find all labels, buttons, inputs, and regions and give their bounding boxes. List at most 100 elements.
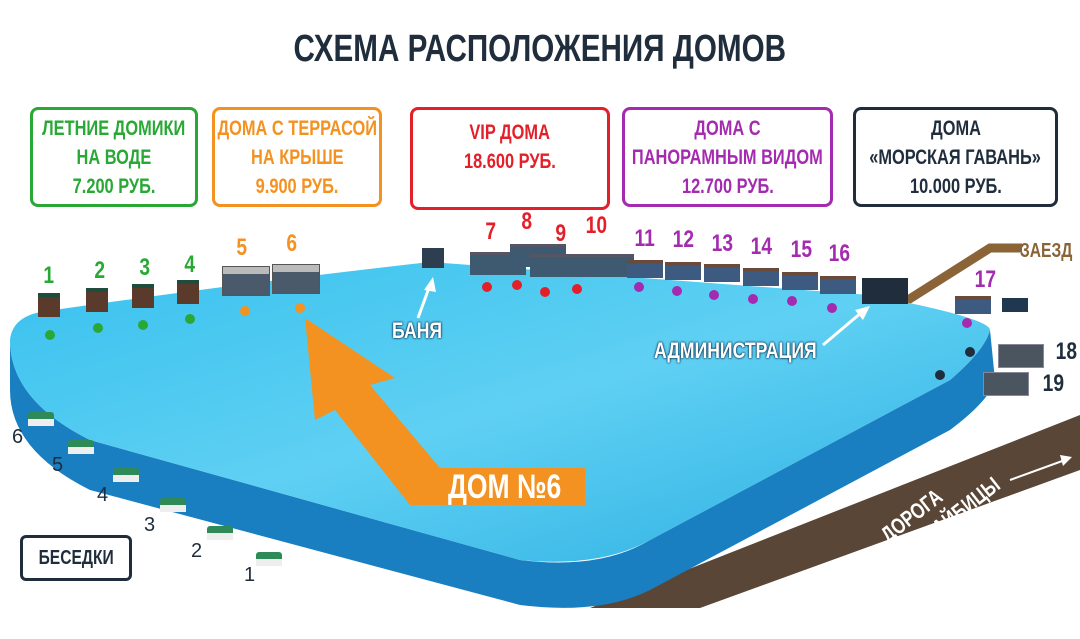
- gazebos-legend: БЕСЕДКИ: [20, 535, 132, 581]
- house-number: 19: [1042, 370, 1065, 397]
- gazebo-number: 4: [97, 484, 109, 506]
- admin-label: АДМИНИСТРАЦИЯ: [654, 338, 817, 363]
- category-line: НА КРЫШЕ: [250, 145, 344, 169]
- category-line: «МОРСКАЯ ГАВАНЬ»: [869, 145, 1042, 169]
- lake-map: [10, 243, 1080, 608]
- house-marker[interactable]: [540, 287, 550, 297]
- house-building[interactable]: [272, 264, 320, 294]
- house-building[interactable]: [998, 344, 1044, 368]
- house-marker[interactable]: [482, 282, 492, 292]
- category-line: 7.200 РУБ.: [72, 174, 156, 198]
- house-number: 2: [94, 257, 106, 284]
- house-number: 12: [672, 226, 695, 253]
- house-number: 15: [790, 236, 813, 263]
- service-building[interactable]: [1002, 298, 1028, 312]
- banya-building[interactable]: [422, 248, 444, 268]
- house-building[interactable]: [222, 266, 270, 296]
- house6-label: ДОМ №6: [448, 468, 562, 506]
- category-line: НА ВОДЕ: [76, 145, 152, 169]
- house-number: 4: [184, 251, 196, 278]
- house-number: 11: [634, 225, 655, 252]
- road-arrow-right: [1009, 459, 1066, 481]
- house-number: 6: [286, 230, 298, 257]
- house-number: 16: [828, 240, 851, 267]
- house-marker[interactable]: [634, 282, 644, 292]
- house-number: 14: [750, 233, 773, 260]
- house-marker[interactable]: [512, 280, 522, 290]
- category-line: 18.600 РУБ.: [464, 150, 556, 173]
- house-marker[interactable]: [709, 290, 719, 300]
- house-number: 1: [43, 262, 55, 289]
- category-line: 9.900 РУБ.: [255, 174, 339, 198]
- admin-building[interactable]: [862, 278, 908, 304]
- house-number: 3: [139, 254, 151, 281]
- house-marker[interactable]: [672, 286, 682, 296]
- house-marker[interactable]: [962, 318, 972, 328]
- house-building[interactable]: [955, 296, 991, 314]
- admin-arrow: [822, 310, 863, 347]
- house-building[interactable]: [983, 372, 1029, 396]
- gazebo-number: 5: [52, 454, 64, 476]
- road-arrow-left-head: [815, 586, 829, 597]
- house-marker[interactable]: [748, 294, 758, 304]
- house-number: 7: [485, 218, 497, 245]
- lake-side: [10, 330, 995, 608]
- gazebo-number: 6: [12, 426, 24, 448]
- house-building[interactable]: [132, 284, 154, 308]
- gazebo-number: 3: [144, 514, 156, 536]
- banya-label: БАНЯ: [392, 318, 443, 343]
- house-marker[interactable]: [295, 303, 305, 313]
- house-number: 17: [974, 266, 997, 293]
- house-building[interactable]: [704, 264, 740, 282]
- lake-surface: [10, 262, 990, 562]
- house-building[interactable]: [530, 254, 586, 277]
- house-building[interactable]: [578, 254, 634, 277]
- house-marker[interactable]: [138, 320, 148, 330]
- road-arrow-left: [821, 569, 881, 593]
- gazebo[interactable]: [28, 412, 54, 426]
- page-title: СХЕМА РАСПОЛОЖЕНИЯ ДОМОВ: [293, 28, 787, 70]
- house-marker[interactable]: [45, 330, 55, 340]
- category-box: ДОМА С ТЕРРАСОЙ НА КРЫШЕ 9.900 РУБ.: [212, 107, 382, 207]
- road-arrow-right-head: [1060, 455, 1072, 466]
- category-line: 10.000 РУБ.: [909, 174, 1002, 198]
- house-building[interactable]: [743, 268, 779, 286]
- gazebo[interactable]: [207, 526, 233, 540]
- house-building[interactable]: [627, 260, 663, 278]
- category-line: ПАНОРАМНЫМ ВИДОМ: [632, 145, 823, 169]
- category-line: 12.700 РУБ.: [681, 174, 774, 198]
- entry-label: ЗАЕЗД: [1020, 240, 1073, 262]
- house-marker[interactable]: [965, 347, 975, 357]
- house-marker[interactable]: [935, 370, 945, 380]
- category-box: ДОМА С ПАНОРАМНЫМ ВИДОМ 12.700 РУБ.: [622, 107, 833, 207]
- gazebo[interactable]: [160, 498, 186, 512]
- house-building[interactable]: [177, 280, 199, 304]
- category-line: ЛЕТНИЕ ДОМИКИ: [42, 116, 186, 140]
- category-box: ЛЕТНИЕ ДОМИКИ НА ВОДЕ 7.200 РУБ.: [30, 107, 198, 207]
- house-marker[interactable]: [787, 296, 797, 306]
- house-marker[interactable]: [240, 306, 250, 316]
- entry-road: [897, 243, 1022, 309]
- gazebo[interactable]: [68, 440, 94, 454]
- category-line: ДОМА: [930, 116, 981, 140]
- house-number: 5: [236, 234, 248, 261]
- category-line: ДОМА С: [694, 116, 761, 140]
- house-marker[interactable]: [572, 284, 582, 294]
- house-number: 13: [711, 230, 734, 257]
- house-marker[interactable]: [827, 303, 837, 313]
- gazebo[interactable]: [256, 552, 282, 566]
- house-marker[interactable]: [93, 323, 103, 333]
- house-number: 8: [521, 208, 533, 235]
- house-number: 9: [555, 220, 567, 247]
- house-building[interactable]: [665, 262, 701, 280]
- house-building[interactable]: [782, 272, 818, 290]
- house6-arrow: [305, 318, 585, 505]
- admin-arrow-head: [855, 306, 870, 320]
- category-line: VIP ДОМА: [469, 121, 551, 144]
- gazebo[interactable]: [113, 468, 139, 482]
- house-building[interactable]: [38, 293, 60, 317]
- house-building[interactable]: [820, 276, 856, 294]
- category-box: VIP ДОМА 18.600 РУБ.: [410, 107, 610, 210]
- house-marker[interactable]: [185, 314, 195, 324]
- house-building[interactable]: [86, 288, 108, 312]
